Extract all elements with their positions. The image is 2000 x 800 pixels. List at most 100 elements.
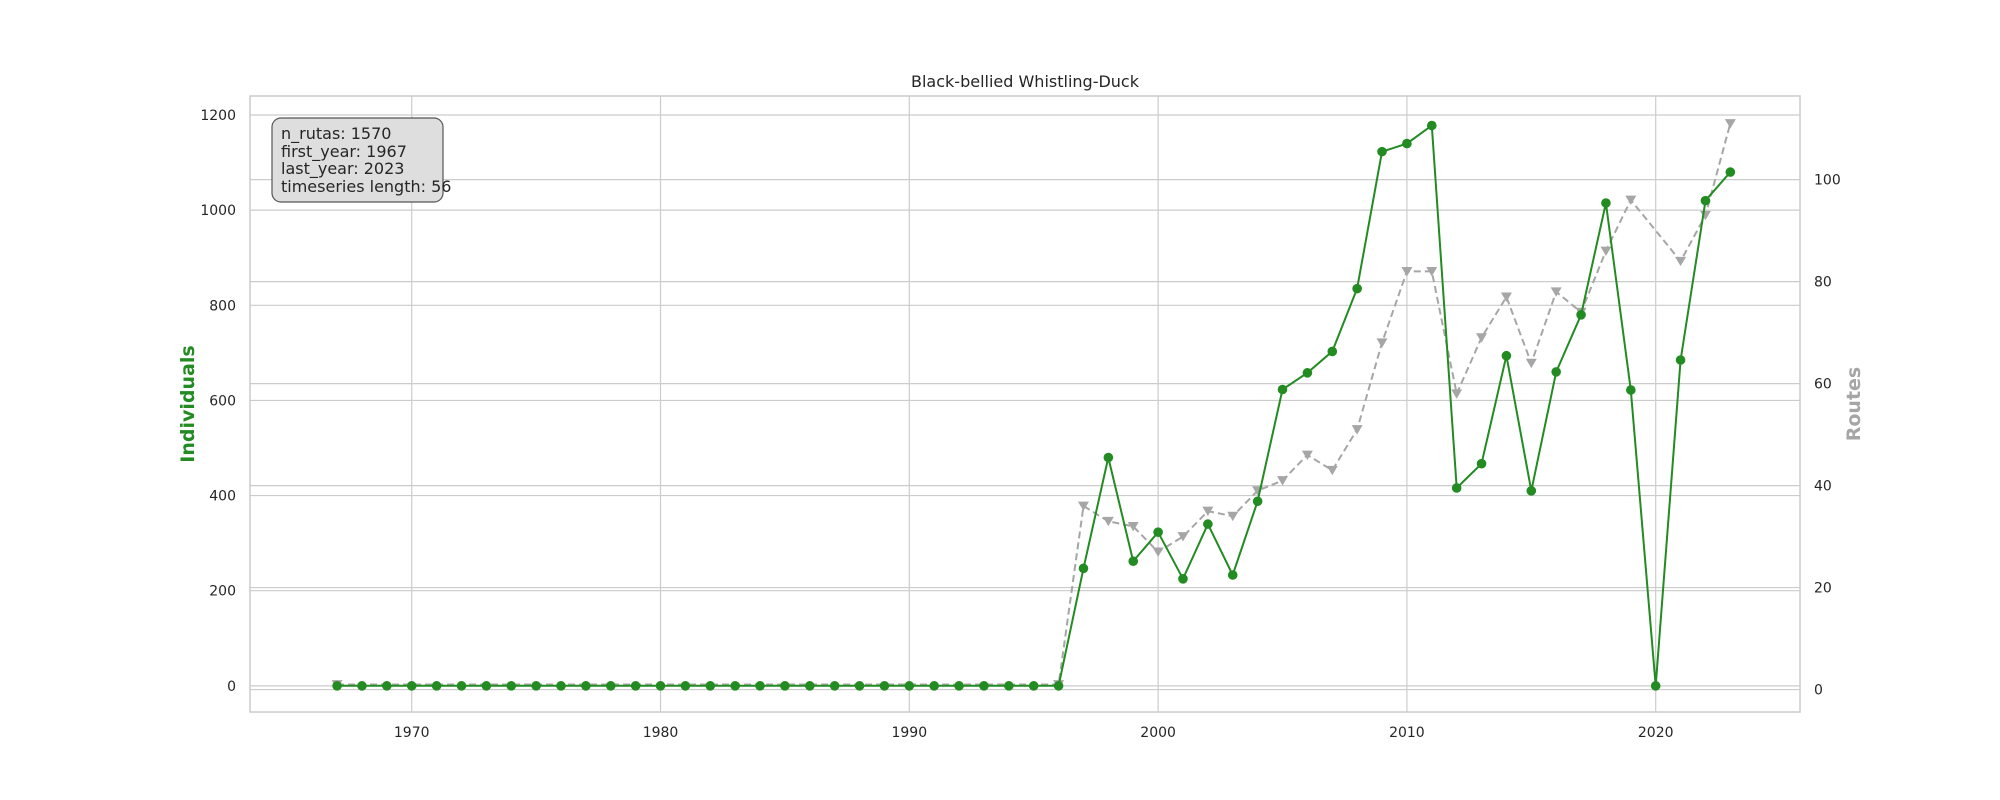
plot-series — [331, 119, 1736, 691]
individuals-point-2003 — [1227, 570, 1238, 580]
individuals-point-2009 — [1377, 146, 1387, 157]
right-y-tick-label-40: 40 — [1814, 479, 1832, 495]
individuals-point-2022 — [1700, 195, 1711, 206]
routes-point-2001 — [1177, 532, 1189, 542]
right-y-axis-ticks: 0 20 40 60 80 100 — [1814, 173, 1841, 699]
individuals-point-1971 — [431, 681, 442, 691]
individuals-point-2020 — [1650, 681, 1661, 691]
individuals-point-2000 — [1153, 527, 1163, 537]
routes-point-2008 — [1351, 425, 1363, 435]
routes-point-2022 — [1699, 210, 1711, 221]
individuals-point-1993 — [979, 681, 989, 691]
info-first-year: first_year: 1967 — [281, 142, 407, 162]
routes-point-2007 — [1326, 465, 1338, 476]
individuals-series-line — [337, 123, 1732, 687]
routes-point-2009 — [1376, 338, 1388, 348]
grid-lines — [250, 96, 1800, 712]
individuals-point-1970 — [406, 681, 417, 691]
individuals-point-2017 — [1576, 310, 1586, 320]
individuals-point-2012 — [1451, 483, 1462, 493]
routes-point-1999 — [1127, 521, 1139, 532]
chart-title: Black-bellied Whistling-Duck — [911, 72, 1140, 91]
x-tick-label-2010: 2010 — [1389, 725, 1425, 741]
routes-point-2023 — [1724, 119, 1736, 129]
individuals-point-1976 — [556, 681, 566, 691]
individuals-point-2010 — [1402, 138, 1412, 149]
routes-point-2006 — [1301, 450, 1313, 460]
individuals-point-2015 — [1526, 486, 1537, 496]
individuals-point-2023 — [1725, 167, 1736, 177]
right-y-tick-label-80: 80 — [1814, 275, 1832, 291]
routes-point-2003 — [1227, 511, 1239, 522]
info-box: n_rutas: 1570 first_year: 1967 last_year… — [271, 117, 451, 203]
individuals-point-1990 — [904, 681, 915, 691]
individuals-point-1973 — [481, 681, 492, 691]
individuals-point-1997 — [1078, 563, 1089, 574]
individuals-point-2013 — [1476, 458, 1487, 469]
individuals-point-2001 — [1178, 574, 1188, 584]
individuals-point-2008 — [1352, 283, 1362, 294]
individuals-point-1975 — [531, 681, 541, 691]
info-last-year: last_year: 2023 — [281, 159, 404, 179]
routes-point-2016 — [1550, 287, 1562, 297]
individuals-point-1998 — [1103, 452, 1114, 463]
individuals-point-2018 — [1601, 198, 1611, 208]
individuals-point-1989 — [879, 681, 890, 691]
individuals-point-1999 — [1128, 556, 1139, 567]
routes-point-2011 — [1426, 267, 1438, 277]
individuals-point-1974 — [506, 681, 517, 691]
routes-point-2015 — [1525, 358, 1537, 369]
routes-series-line — [337, 123, 1732, 686]
x-axis-ticks: 1970 1980 1990 2000 2010 2020 — [394, 725, 1674, 741]
y-tick-label-0: 0 — [227, 679, 236, 695]
routes-point-2018 — [1600, 246, 1612, 256]
individuals-point-1987 — [829, 681, 840, 691]
routes-point-2005 — [1277, 476, 1289, 486]
individuals-point-1979 — [630, 681, 641, 691]
individuals-point-1992 — [954, 681, 964, 691]
individuals-point-1984 — [755, 681, 765, 691]
individuals-point-2004 — [1252, 496, 1263, 507]
routes-point-2019 — [1625, 195, 1637, 205]
individuals-point-1991 — [929, 681, 939, 691]
individuals-point-1972 — [456, 681, 467, 691]
info-timeseries-length: timeseries length: 56 — [281, 177, 451, 196]
individuals-point-1969 — [382, 681, 392, 691]
right-y-tick-label-100: 100 — [1814, 173, 1841, 189]
individuals-point-1985 — [780, 681, 790, 691]
right-y-axis-label: Routes — [1843, 367, 1865, 442]
info-box-background — [271, 117, 444, 203]
routes-point-2002 — [1202, 506, 1214, 517]
individuals-point-1996 — [1053, 681, 1064, 691]
individuals-point-1967 — [332, 681, 342, 691]
routes-point-1997 — [1077, 501, 1089, 511]
y-tick-label-200: 200 — [209, 584, 236, 600]
individuals-point-1995 — [1028, 681, 1039, 691]
individuals-point-2016 — [1551, 367, 1561, 377]
individuals-point-2002 — [1203, 519, 1213, 529]
routes-point-2010 — [1401, 267, 1413, 277]
individuals-point-2019 — [1626, 385, 1636, 395]
right-y-tick-label-60: 60 — [1814, 377, 1832, 393]
individuals-point-1994 — [1004, 681, 1014, 691]
y-tick-label-400: 400 — [209, 489, 236, 505]
plot-frame — [249, 95, 1801, 713]
y-tick-label-800: 800 — [209, 298, 236, 314]
individuals-point-2007 — [1327, 346, 1338, 357]
x-tick-label-2020: 2020 — [1638, 725, 1674, 741]
individuals-point-1980 — [655, 681, 666, 691]
x-tick-label-1970: 1970 — [394, 725, 430, 741]
individuals-point-1968 — [357, 681, 367, 691]
individuals-point-2014 — [1501, 350, 1512, 361]
y-tick-label-1000: 1000 — [200, 203, 236, 219]
y-tick-label-1200: 1200 — [200, 108, 236, 124]
y-tick-label-600: 600 — [209, 393, 236, 409]
individuals-point-1982 — [705, 681, 716, 691]
individuals-point-1986 — [804, 681, 815, 691]
individuals-point-2005 — [1277, 384, 1288, 395]
routes-point-2012 — [1451, 389, 1463, 399]
right-y-tick-label-0: 0 — [1814, 683, 1823, 699]
info-n-rutas: n_rutas: 1570 — [281, 124, 391, 144]
individuals-point-2006 — [1302, 368, 1313, 378]
